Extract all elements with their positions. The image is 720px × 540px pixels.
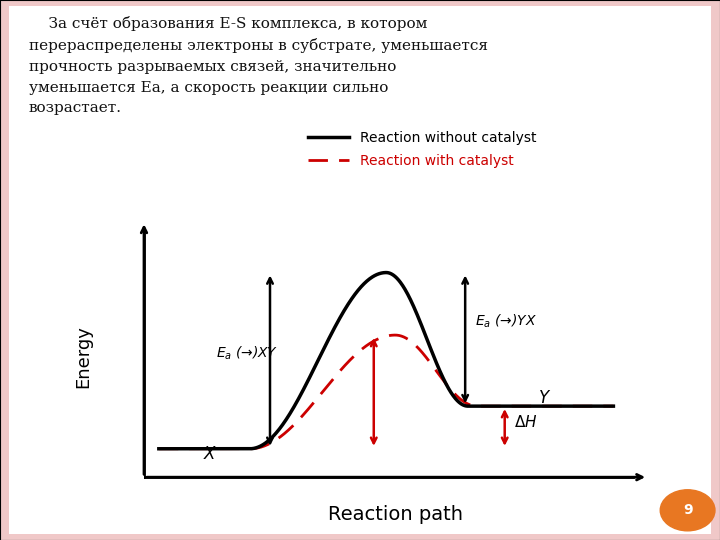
Legend: Reaction without catalyst, Reaction with catalyst: Reaction without catalyst, Reaction with… (302, 126, 543, 173)
Text: X: X (203, 445, 215, 463)
Text: $E_a$ (→)YX: $E_a$ (→)YX (475, 312, 537, 329)
X-axis label: Reaction path: Reaction path (328, 505, 464, 524)
Text: Energy: Energy (75, 325, 93, 388)
Text: За счёт образования E-S комплекса, в котором
перераспределены электроны в субстр: За счёт образования E-S комплекса, в кот… (29, 16, 488, 115)
Text: $\Delta H$: $\Delta H$ (513, 415, 537, 430)
Text: $E_a$ (→)XY: $E_a$ (→)XY (216, 345, 278, 362)
Text: Y: Y (539, 389, 549, 407)
Text: 9: 9 (683, 503, 693, 517)
